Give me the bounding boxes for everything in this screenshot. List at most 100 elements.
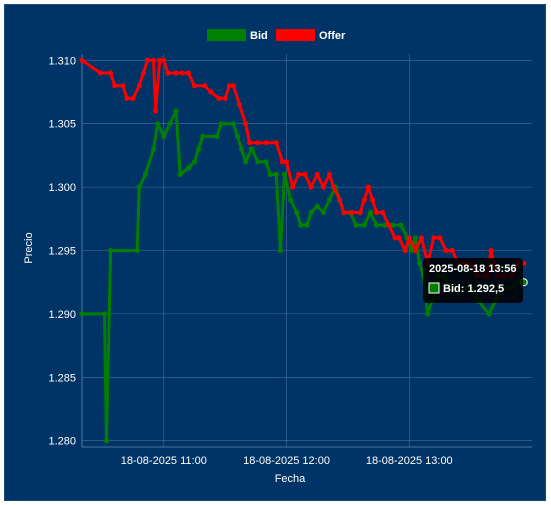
data-point-bid [134,247,140,254]
legend: Bid Offer [207,29,346,42]
data-point-bid [196,146,202,152]
data-point-bid [408,247,414,254]
data-point-offer [361,197,367,203]
data-point-offer [222,95,228,101]
data-point-bid [136,184,142,190]
data-point-bid [191,159,198,165]
data-point-bid [249,146,255,152]
data-point-bid [281,171,288,177]
data-point-offer [216,95,222,101]
data-point-offer [369,197,376,203]
legend-swatch-offer [276,29,315,41]
data-point-offer [396,235,402,241]
data-point-offer [373,209,380,216]
data-point-bid [243,159,249,165]
data-point-bid [214,133,220,139]
data-point-offer [112,83,118,89]
data-point-bid [200,133,206,139]
data-point-offer [431,235,437,241]
data-point-offer [331,184,337,190]
data-point-offer [357,209,363,216]
legend-label-bid: Bid [250,30,268,42]
data-point-bid [155,121,161,127]
data-point-bid [273,171,279,177]
data-point-offer [140,70,146,76]
data-point-bid [361,222,367,228]
y-axis-ticks: 1.280 1.285 1.290 1.295 1.300 1.305 1.310 [48,55,76,447]
data-point-offer [236,102,243,108]
legend-label-offer: Offer [319,30,346,42]
data-point-bid [234,133,241,139]
data-point-bid [294,209,300,216]
data-point-offer [208,89,214,95]
data-point-bid [101,311,108,317]
data-point-bid [108,247,114,254]
data-point-offer [386,222,392,228]
chart-frame: 1.280 1.285 1.290 1.295 1.300 1.305 1.310 18-0… [4,4,546,501]
data-point-offer [380,209,386,216]
data-point-offer [365,184,371,190]
data-point-bid [230,121,236,127]
data-point-offer [488,247,494,254]
data-point-bid [185,165,191,171]
data-point-offer [290,184,296,190]
data-point-offer [247,140,253,146]
data-point-offer [226,83,232,89]
x-tick-label: 18-08-2025 12:00 [243,455,330,467]
data-point-offer [296,171,302,177]
data-point-bid [218,121,224,127]
y-tick-label: 1.310 [48,55,76,67]
y-tick-label: 1.300 [48,182,76,194]
data-point-bid [288,197,294,203]
data-point-offer [341,209,347,216]
data-point-offer [202,83,208,89]
legend-item-offer[interactable]: Offer [276,29,346,42]
data-point-bid [412,235,418,241]
y-tick-label: 1.280 [48,436,76,448]
data-point-offer [136,83,142,89]
tooltip-label: Bid: 1.292,5 [443,283,504,295]
data-point-offer [79,57,85,63]
data-point-bid [79,311,85,317]
tooltip-box [423,258,523,303]
data-point-offer [418,235,425,241]
data-point-offer [243,121,249,127]
data-point-offer [320,184,326,190]
data-point-bid [263,159,269,165]
data-point-bid [151,146,157,152]
data-point-offer [108,70,114,76]
data-point-offer [263,140,269,146]
y-tick-label: 1.295 [48,246,76,258]
data-point-bid [308,209,314,216]
data-point-offer [279,159,286,165]
data-point-offer [230,83,236,89]
data-point-offer [120,83,126,89]
y-tick-label: 1.290 [48,309,76,321]
data-point-bid [320,209,326,216]
data-point-bid [173,108,179,114]
data-point-offer [179,70,185,76]
legend-swatch-bid [207,29,246,41]
data-point-offer [283,159,290,165]
data-point-bid [416,260,423,266]
data-point-bid [390,222,396,228]
data-point-offer [97,70,103,76]
data-point-offer [144,57,151,63]
data-point-bid [103,438,110,444]
data-point-bid [373,222,380,228]
data-point-bid [382,222,388,228]
data-point-bid [425,311,431,317]
y-tick-label: 1.285 [48,372,76,384]
data-point-offer [402,247,408,254]
data-point-bid [177,171,183,177]
legend-item-bid[interactable]: Bid [207,29,268,42]
data-point-offer [161,57,167,63]
price-chart[interactable]: 1.280 1.285 1.290 1.295 1.300 1.305 1.310 18-0… [4,4,546,501]
data-point-offer [157,57,163,63]
data-point-bid [167,121,173,127]
data-point-bid [353,222,359,228]
data-point-bid [255,159,261,165]
data-point-offer [165,70,171,76]
data-point-offer [437,235,443,241]
data-point-bid [314,203,320,209]
